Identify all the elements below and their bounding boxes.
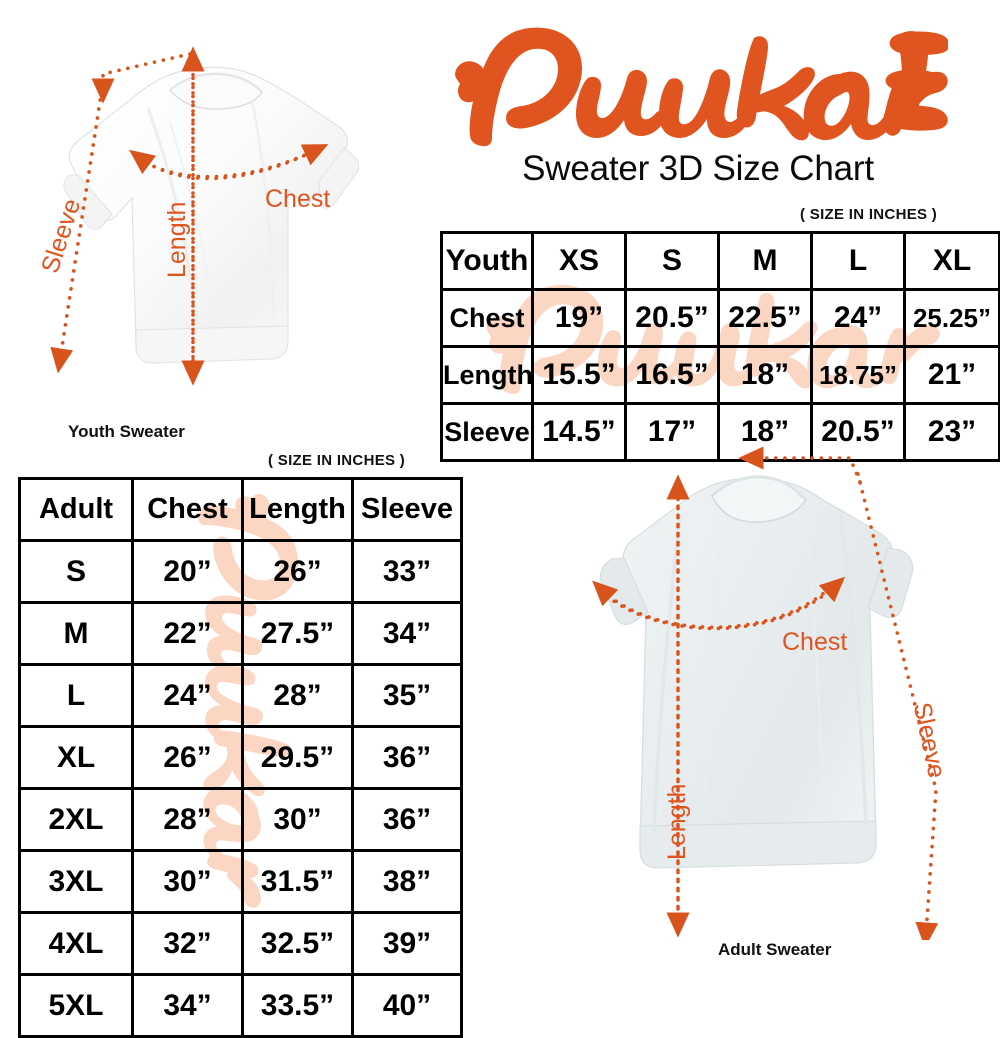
table-cell: 36” [351,787,463,852]
table-cell: 30” [241,787,354,852]
table-cell: 36” [351,725,463,790]
table-cell: 26” [131,725,244,790]
table-cell: 31.5” [241,849,354,914]
table-cell: 34” [351,601,463,666]
table-cell: 24” [810,288,906,348]
table-cell: 26” [241,539,354,604]
page-subtitle: Sweater 3D Size Chart [522,149,874,188]
table-row: 3XL 30” 31.5” 38” [18,849,463,914]
table-cell: 28” [241,663,354,728]
table-corner-header: Youth [440,231,534,291]
adult-size-table: Adult Chest Length Sleeve S 20” 26” 33” M 22” 27.5… [18,477,463,1038]
size-chart-page: Sweater 3D Size Chart [18,18,1000,1038]
table-cell: 16.5” [624,345,720,405]
table-cell: 39” [351,911,463,976]
table-cell: 21” [903,345,1000,405]
table-cell: 18” [717,345,813,405]
youth-chest-measure-label: Chest [265,185,331,213]
column-header: Sleeve [351,477,463,542]
table-cell: 25.25” [903,288,1000,348]
row-header: M [18,601,134,666]
youth-sweater-caption: Youth Sweater [68,422,185,441]
table-cell: 22” [131,601,244,666]
table-row: Length 15.5” 16.5” 18” 18.75” 21” [440,345,1000,405]
adult-chest-measure-label: Chest [782,628,848,656]
row-header: 4XL [18,911,134,976]
table-row: L 24” 28” 35” [18,663,463,728]
row-header: XL [18,725,134,790]
table-cell: 22.5” [717,288,813,348]
table-header-row: Adult Chest Length Sleeve [18,477,463,542]
youth-sweater-illustration [20,30,420,420]
table-row: S 20” 26” 33” [18,539,463,604]
adult-sweater-illustration [540,440,990,940]
table-corner-header: Adult [18,477,134,542]
table-cell: 40” [351,973,463,1038]
table-cell: 28” [131,787,244,852]
column-header: S [624,231,720,291]
table-cell: 14.5” [531,402,627,462]
table-header-row: Youth XS S M L XL [440,231,1000,291]
table-cell: 20” [131,539,244,604]
table-cell: 17” [624,402,720,462]
table-cell: 29.5” [241,725,354,790]
row-header: Sleeve [440,402,534,462]
table-row: M 22” 27.5” 34” [18,601,463,666]
column-header: Length [241,477,354,542]
table-cell: 27.5” [241,601,354,666]
table-row: XL 26” 29.5” 36” [18,725,463,790]
table-cell: 20.5” [810,402,906,462]
column-header: XS [531,231,627,291]
row-header: 3XL [18,849,134,914]
row-header: Chest [440,288,534,348]
adult-units-note: ( SIZE IN INCHES ) [268,452,406,469]
adult-sweater-caption: Adult Sweater [718,940,832,959]
table-cell: 20.5” [624,288,720,348]
table-cell: 23” [903,402,1000,462]
table-row: Chest 19” 20.5” 22.5” 24” 25.25” [440,288,1000,348]
row-header: L [18,663,134,728]
column-header: M [717,231,813,291]
table-cell: 32” [131,911,244,976]
table-cell: 35” [351,663,463,728]
row-header: 2XL [18,787,134,852]
column-header: Chest [131,477,244,542]
adult-length-measure-label: Length [663,783,691,860]
table-cell: 33.5” [241,973,354,1038]
table-cell: 38” [351,849,463,914]
table-cell: 34” [131,973,244,1038]
table-cell: 18.75” [810,345,906,405]
table-cell: 30” [131,849,244,914]
youth-length-measure-label: Length [163,201,191,278]
row-header: S [18,539,134,604]
column-header: L [810,231,906,291]
youth-units-note: ( SIZE IN INCHES ) [800,206,938,223]
row-header: Length [440,345,534,405]
table-row: Sleeve 14.5” 17” 18” 20.5” 23” [440,402,1000,462]
table-row: 4XL 32” 32.5” 39” [18,911,463,976]
table-row: 5XL 34” 33.5” 40” [18,973,463,1038]
table-cell: 32.5” [241,911,354,976]
table-cell: 33” [351,539,463,604]
row-header: 5XL [18,973,134,1038]
table-cell: 15.5” [531,345,627,405]
brand-logo [448,18,948,148]
table-cell: 19” [531,288,627,348]
column-header: XL [903,231,1000,291]
table-cell: 24” [131,663,244,728]
table-row: 2XL 28” 30” 36” [18,787,463,852]
table-cell: 18” [717,402,813,462]
youth-size-table: Youth XS S M L XL Chest 19” 20.5” 22.5” 24” 25.25” L… [440,231,1000,462]
